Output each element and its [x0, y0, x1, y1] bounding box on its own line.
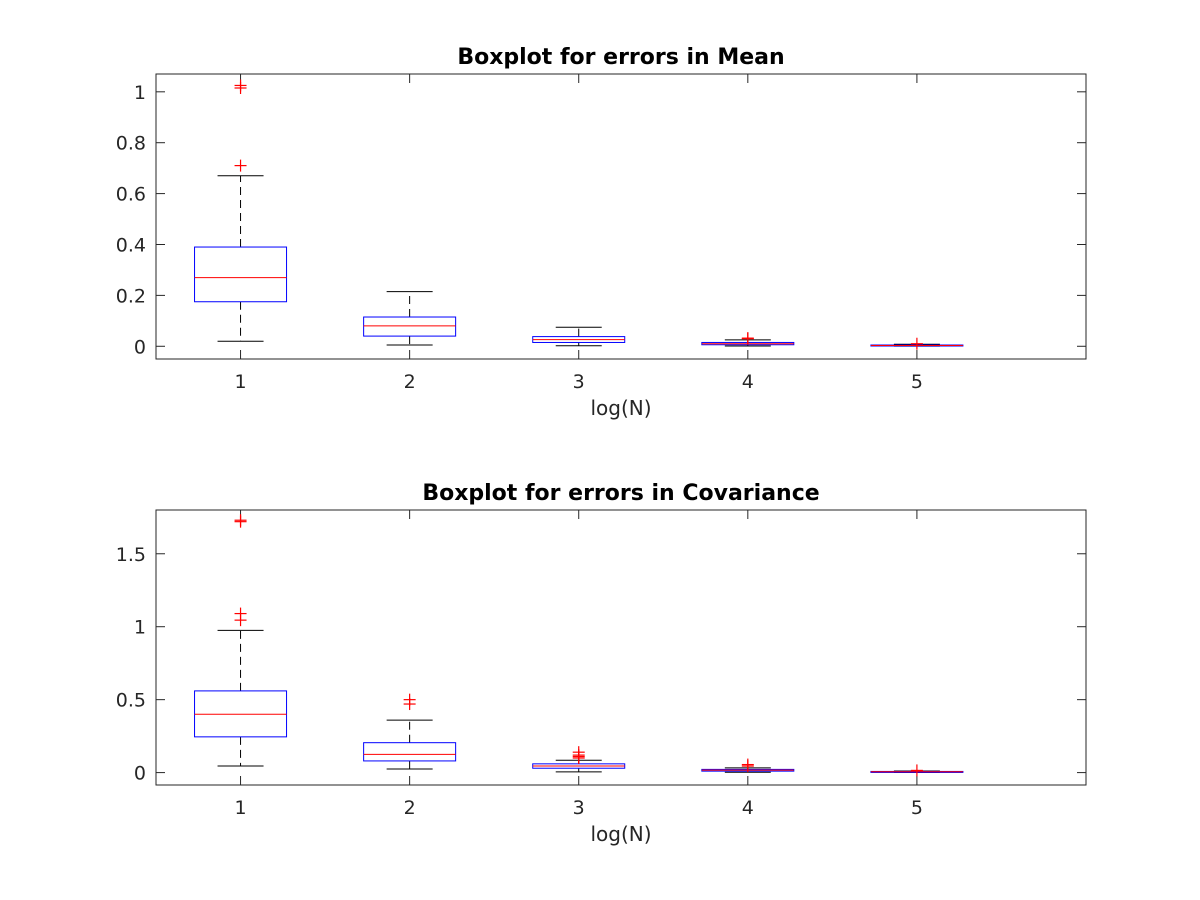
- outlier-marker: [234, 159, 247, 172]
- x-tick-label: 3: [573, 371, 585, 393]
- iqr-box: [363, 742, 457, 762]
- box-4: [701, 758, 795, 773]
- mean-error-boxplot: 0 0.2 0.4 0.6 0.8 1 1 2 3 4 5 Boxplot for errors in…: [116, 45, 1087, 420]
- x-tick-label: 3: [573, 797, 585, 819]
- outlier-marker: [234, 79, 247, 92]
- box-2: [363, 693, 457, 770]
- outlier-marker: [741, 758, 754, 771]
- x-axis-label: log(N): [590, 396, 651, 420]
- covariance-error-boxplot: 0 0.5 1 1.5 1 2 3 4 5 Boxplot for errors in Covar…: [116, 481, 1087, 846]
- x-tick-label: 5: [911, 371, 923, 393]
- outlier-marker: [910, 764, 923, 777]
- y-tick-label: 1.5: [116, 544, 146, 566]
- axes-frame: [155, 73, 1087, 360]
- outlier-marker: [910, 337, 923, 350]
- y-tick-label: 0.6: [116, 184, 146, 206]
- chart-title: Boxplot for errors in Mean: [457, 45, 784, 70]
- outlier-marker: [234, 514, 247, 527]
- chart-title: Boxplot for errors in Covariance: [422, 481, 819, 506]
- y-tick-label: 0.8: [116, 133, 146, 155]
- x-tick-label: 2: [404, 797, 416, 819]
- x-tick-label: 4: [742, 797, 754, 819]
- y-tick-label: 1: [134, 82, 146, 104]
- x-tick-label: 2: [404, 371, 416, 393]
- outlier-marker: [741, 332, 754, 345]
- x-axis-label: log(N): [590, 822, 651, 846]
- iqr-box: [363, 316, 457, 337]
- x-tick-label: 1: [234, 797, 246, 819]
- outlier-marker: [234, 607, 247, 620]
- y-tick-label: 0.4: [116, 234, 146, 256]
- box-2: [363, 291, 457, 346]
- x-tick-label: 1: [234, 371, 246, 393]
- box-5: [870, 337, 964, 350]
- box-3: [532, 326, 626, 347]
- x-tick-label: 4: [742, 371, 754, 393]
- y-tick-label: 1: [134, 617, 146, 639]
- box-1: [194, 514, 288, 767]
- axes-frame: [155, 509, 1087, 786]
- box-3: [532, 746, 626, 773]
- box-5: [870, 764, 964, 777]
- outlier-marker: [572, 746, 585, 759]
- box-4: [701, 332, 795, 347]
- outlier-marker: [403, 693, 416, 706]
- box-1: [194, 79, 288, 342]
- y-tick-label: 0: [134, 763, 146, 785]
- y-tick-label: 0: [134, 336, 146, 358]
- x-tick-label: 5: [911, 797, 923, 819]
- y-tick-label: 0.2: [116, 285, 146, 307]
- y-tick-label: 0.5: [116, 690, 146, 712]
- iqr-box: [194, 246, 288, 303]
